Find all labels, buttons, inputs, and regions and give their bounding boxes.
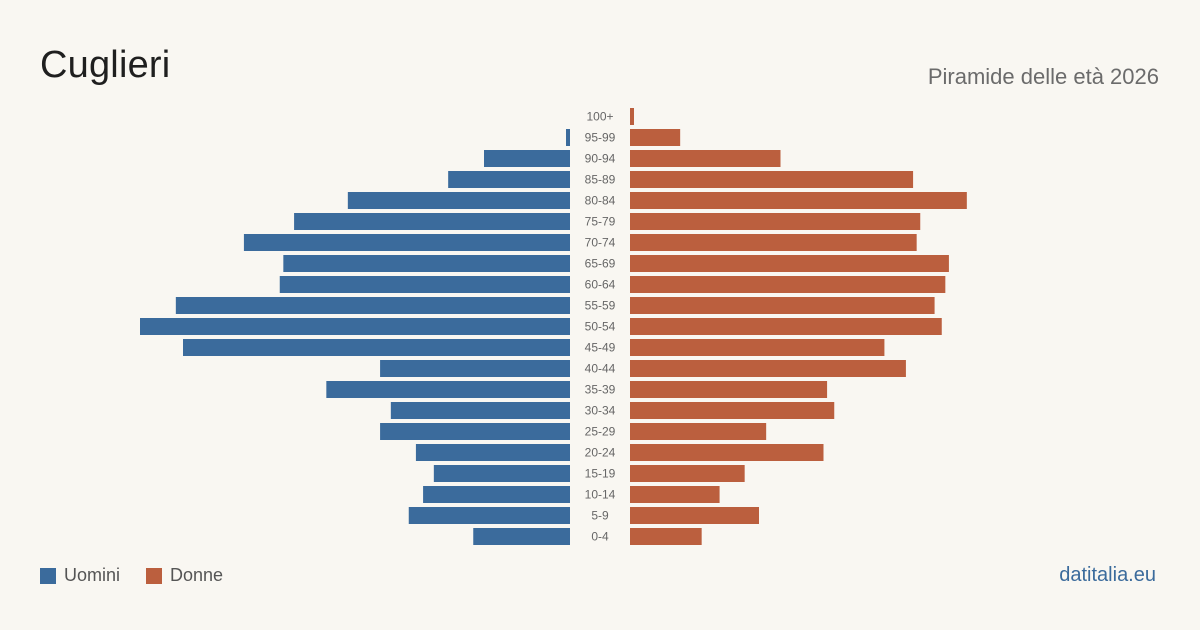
age-label-50-54: 50-54: [585, 320, 616, 334]
age-label-45-49: 45-49: [585, 341, 616, 355]
bar-men-5-9: [408, 507, 570, 524]
legend-label-men: Uomini: [64, 565, 121, 585]
bar-men-25-29: [380, 423, 570, 440]
bar-women-100+: [630, 108, 634, 125]
bar-women-95-99: [630, 129, 681, 146]
age-label-95-99: 95-99: [585, 131, 616, 145]
bar-women-75-79: [630, 213, 921, 230]
age-label-75-79: 75-79: [585, 215, 616, 229]
bar-women-15-19: [630, 465, 745, 482]
legend: Uomini Donne: [40, 565, 249, 586]
age-label-5-9: 5-9: [591, 509, 609, 523]
age-label-10-14: 10-14: [585, 488, 616, 502]
bar-women-80-84: [630, 192, 967, 209]
age-label-65-69: 65-69: [585, 257, 616, 271]
bar-men-40-44: [380, 360, 570, 377]
bar-men-60-64: [279, 276, 570, 293]
bar-men-65-69: [283, 255, 570, 272]
bar-men-80-84: [347, 192, 570, 209]
age-label-60-64: 60-64: [585, 278, 616, 292]
age-label-20-24: 20-24: [585, 446, 616, 460]
age-label-85-89: 85-89: [585, 173, 616, 187]
bar-men-95-99: [566, 129, 570, 146]
bar-men-0-4: [473, 528, 570, 545]
bar-men-35-39: [326, 381, 570, 398]
bar-men-30-34: [390, 402, 570, 419]
bar-men-20-24: [415, 444, 570, 461]
bar-women-5-9: [630, 507, 759, 524]
bar-women-40-44: [630, 360, 906, 377]
bar-women-85-89: [630, 171, 914, 188]
bar-men-70-74: [243, 234, 570, 251]
bar-women-30-34: [630, 402, 835, 419]
age-label-30-34: 30-34: [585, 404, 616, 418]
bar-women-0-4: [630, 528, 702, 545]
legend-label-women: Donne: [170, 565, 224, 585]
age-label-80-84: 80-84: [585, 194, 616, 208]
legend-swatch-women: [146, 567, 163, 584]
age-label-90-94: 90-94: [585, 152, 616, 166]
legend-item-men: Uomini: [40, 565, 120, 586]
bar-women-60-64: [630, 276, 946, 293]
bar-women-25-29: [630, 423, 767, 440]
population-pyramid-chart: 100+ 95-99 90-94 85-89 80-84 75-79 70-74 65-69 6…: [140, 108, 967, 545]
bar-men-50-54: [140, 318, 570, 335]
legend-item-women: Donne: [146, 565, 223, 586]
age-label-25-29: 25-29: [585, 425, 616, 439]
chart-subtitle: Piramide delle età 2026: [927, 64, 1159, 89]
legend-swatch-men: [40, 567, 56, 584]
age-label-0-4: 0-4: [591, 530, 609, 544]
bar-men-85-89: [448, 171, 570, 188]
bar-women-65-69: [630, 255, 949, 272]
bar-women-35-39: [630, 381, 828, 398]
age-label-100+: 100+: [586, 110, 613, 124]
bar-women-20-24: [630, 444, 824, 461]
age-label-15-19: 15-19: [585, 467, 616, 481]
age-label-35-39: 35-39: [585, 383, 616, 397]
age-label-40-44: 40-44: [585, 362, 616, 376]
bar-men-10-14: [423, 486, 570, 503]
page-title: Cuglieri: [40, 44, 171, 86]
bar-women-50-54: [630, 318, 942, 335]
bar-women-45-49: [630, 339, 885, 356]
age-label-55-59: 55-59: [585, 299, 616, 313]
bar-men-15-19: [433, 465, 570, 482]
bar-men-45-49: [183, 339, 570, 356]
bar-women-10-14: [630, 486, 720, 503]
bar-women-90-94: [630, 150, 781, 167]
bar-men-55-59: [175, 297, 571, 314]
bar-men-75-79: [294, 213, 570, 230]
bar-men-90-94: [484, 150, 570, 167]
bar-women-55-59: [630, 297, 935, 314]
source-link[interactable]: datitalia.eu: [1059, 564, 1156, 586]
age-label-70-74: 70-74: [585, 236, 616, 250]
bar-women-70-74: [630, 234, 917, 251]
